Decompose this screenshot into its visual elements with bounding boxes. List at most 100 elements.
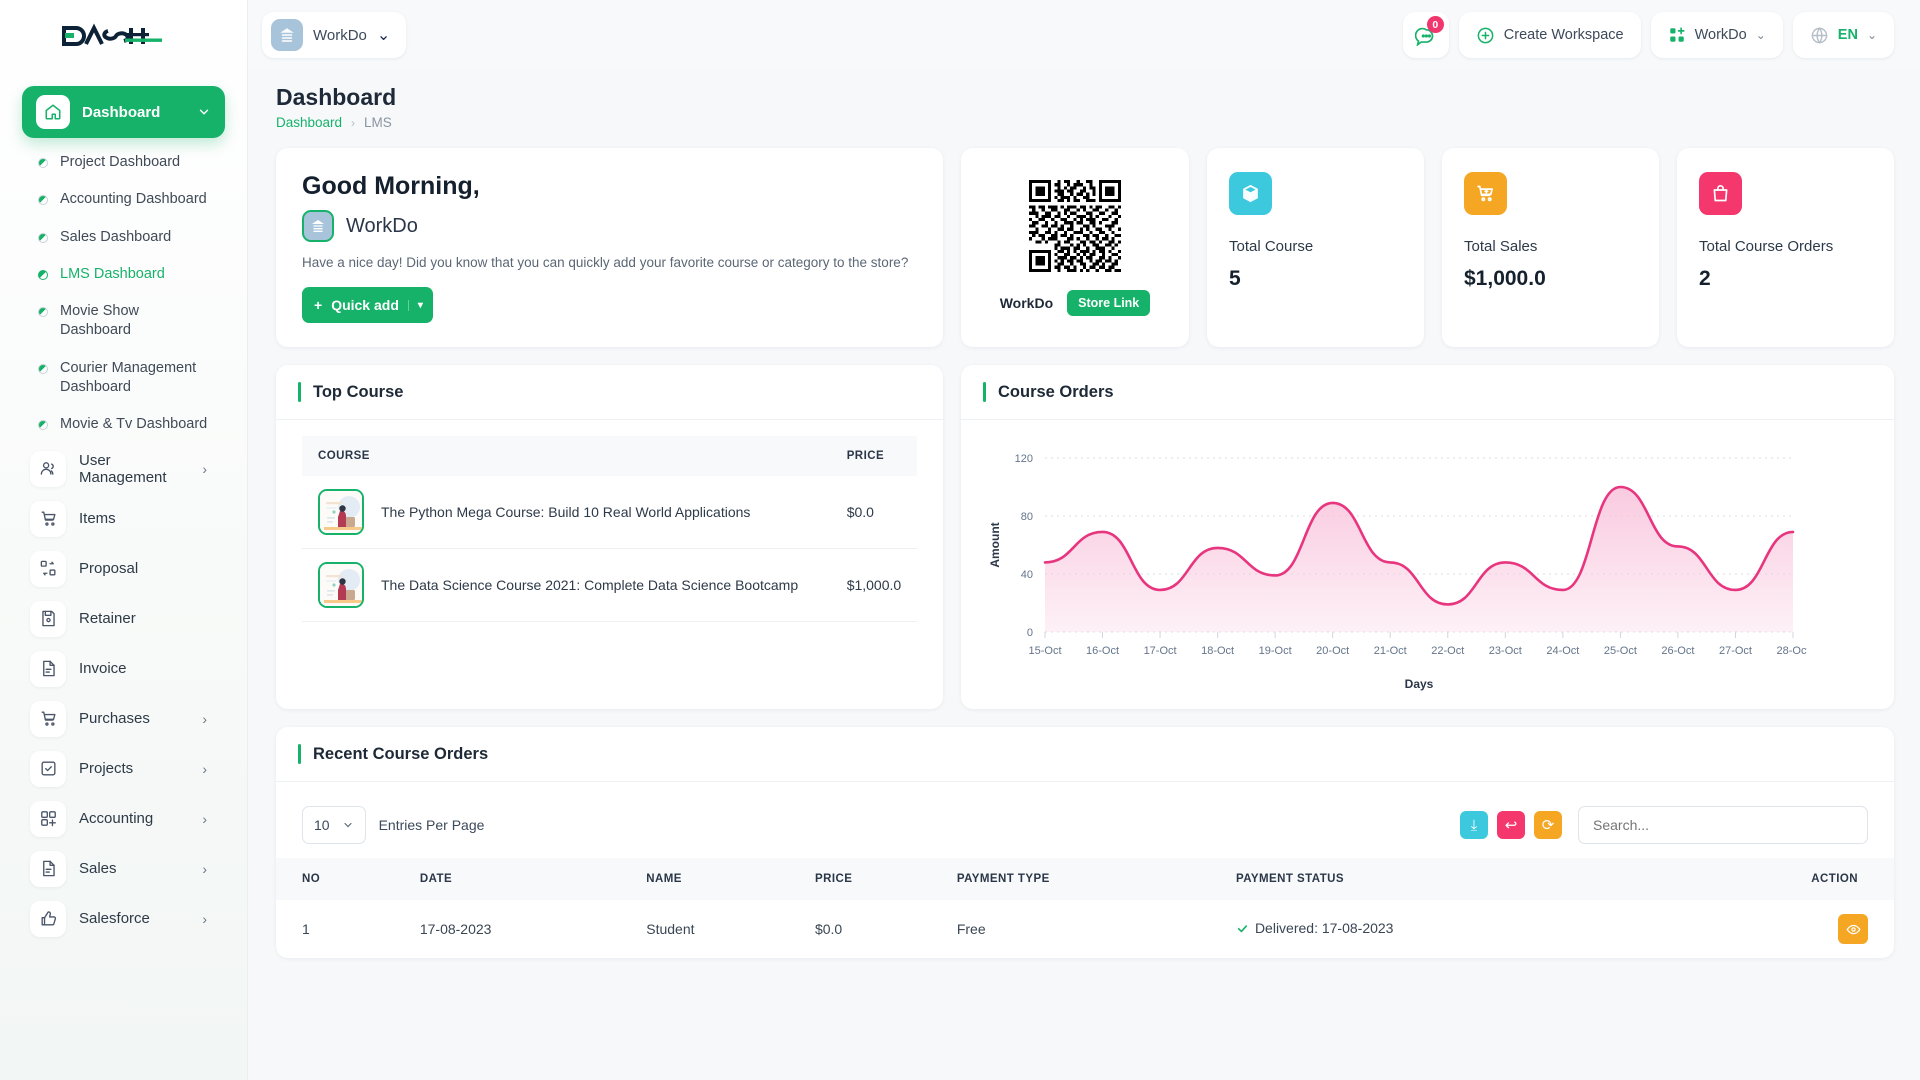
top-course-table: COURSE PRICE The Python Mega Course: Buil…: [302, 436, 917, 622]
sidebar-item-invoice[interactable]: Invoice: [22, 644, 225, 694]
table-row[interactable]: 1 17-08-2023 Student $0.0 Free Delivered…: [276, 900, 1894, 958]
sidebar-subitem-label: Movie Show Dashboard: [60, 303, 139, 339]
bullet-icon: [38, 195, 48, 206]
qr-card: WorkDo Store Link: [961, 148, 1189, 347]
sidebar-subitem-label: Movie & Tv Dashboard: [60, 416, 208, 433]
cart-icon: [30, 700, 66, 737]
welcome-description: Have a nice day! Did you know that you c…: [302, 255, 909, 270]
create-workspace-button[interactable]: Create Workspace: [1458, 12, 1641, 58]
svg-text:27-Oct: 27-Oct: [1719, 645, 1752, 657]
svg-text:18-Oct: 18-Oct: [1201, 645, 1234, 657]
sidebar-item-retainer[interactable]: Retainer: [22, 594, 225, 644]
svg-text:40: 40: [1021, 569, 1033, 581]
breadcrumb-root[interactable]: Dashboard: [276, 115, 343, 130]
search-input[interactable]: [1578, 806, 1868, 844]
entries-per-page-select[interactable]: 10: [302, 806, 366, 844]
cell-price: $0.0: [814, 921, 843, 937]
svg-text:Days: Days: [1405, 677, 1434, 691]
check-icon: [1237, 925, 1248, 933]
table-row[interactable]: The Python Mega Course: Build 10 Real Wo…: [302, 476, 917, 549]
bullet-icon: [38, 307, 48, 318]
sidebar-subitem-movie-show-dashboard[interactable]: Movie Show Dashboard: [22, 293, 225, 350]
svg-text:120: 120: [1015, 453, 1033, 465]
download-button[interactable]: ⤓: [1460, 811, 1488, 839]
cart-plus-icon: [1464, 172, 1507, 215]
sidebar-subitem-courier-management-dashboard[interactable]: Courier Management Dashboard: [22, 350, 225, 407]
cell-name: Student: [646, 921, 695, 937]
messages-button[interactable]: 0: [1402, 12, 1449, 58]
chevron-right-icon: ›: [202, 460, 207, 477]
top-course-title: Top Course: [313, 382, 404, 401]
cell-no: 1: [302, 921, 310, 937]
sidebar-item-projects[interactable]: Projects ›: [22, 744, 225, 794]
refresh-button[interactable]: ⟳: [1534, 811, 1562, 839]
language-select[interactable]: EN ⌄: [1792, 12, 1894, 58]
sidebar: Dashboard Project Dashboard Accounting D…: [0, 0, 248, 1080]
language-label: EN: [1837, 27, 1858, 43]
sidebar-subitem-sales-dashboard[interactable]: Sales Dashboard: [22, 219, 225, 256]
sidebar-item-label: Projects: [79, 760, 134, 778]
table-body: The Python Mega Course: Build 10 Real Wo…: [302, 476, 917, 622]
store-link-button[interactable]: Store Link: [1067, 290, 1151, 316]
recent-orders-table: NO DATE NAME PRICE PAYMENT TYPE PAYMENT STATU…: [276, 858, 1894, 958]
reset-button[interactable]: ↩: [1497, 811, 1525, 839]
sidebar-item-purchases[interactable]: Purchases ›: [22, 694, 225, 744]
sidebar-item-label: Salesforce: [79, 910, 150, 928]
sidebar-subitem-movie-tv-dashboard[interactable]: Movie & Tv Dashboard: [22, 406, 225, 443]
sidebar-item-dashboard[interactable]: Dashboard: [22, 86, 225, 138]
course-orders-title: Course Orders: [998, 382, 1114, 401]
course-thumbnail: [318, 562, 364, 608]
column-header: PAYMENT STATUS: [1225, 858, 1665, 900]
course-orders-chart[interactable]: 0 40 80 120 15-Oct 16-Oct 17-Oct 18-Oct 19-Oct 20…: [977, 442, 1810, 694]
stat-title: Total Course Orders: [1699, 238, 1834, 255]
sidebar-item-label: Invoice: [79, 660, 127, 678]
qr-code-image: [1029, 180, 1121, 272]
sidebar-item-salesforce[interactable]: Salesforce ›: [22, 894, 225, 944]
avatar: [302, 210, 334, 242]
cell-payment-status: Delivered: 17-08-2023: [1226, 900, 1665, 958]
top-course-header: Top Course: [276, 365, 943, 420]
sidebar-subitem-accounting-dashboard[interactable]: Accounting Dashboard: [22, 181, 225, 218]
table-row[interactable]: The Data Science Course 2021: Complete D…: [302, 548, 917, 622]
workspace-select[interactable]: WorkDo ⌄: [1650, 12, 1783, 58]
home-icon: [36, 95, 70, 129]
stat-card-total-course-orders: Total Course Orders 2: [1677, 148, 1894, 347]
cell-action: [1665, 900, 1894, 958]
table-header-row: NO DATE NAME PRICE PAYMENT TYPE PAYMENT STATU…: [276, 858, 1894, 900]
sidebar-nav: Dashboard Project Dashboard Accounting D…: [0, 72, 247, 944]
view-action-button[interactable]: [1838, 914, 1868, 944]
course-orders-panel: Course Orders 0 40 80 120 15-Oct 16-Oct 17-Oct…: [961, 365, 1894, 709]
workspace-switcher[interactable]: WorkDo ⌄: [262, 12, 407, 58]
grid-plus-icon: [30, 800, 66, 837]
sidebar-subitem-project-dashboard[interactable]: Project Dashboard: [22, 144, 225, 181]
top-bar: WorkDo ⌄ 0 Create Workspace: [248, 0, 1920, 70]
course-thumbnail: [318, 489, 364, 535]
chevron-right-icon: ›: [202, 760, 207, 777]
sidebar-item-label: Proposal: [79, 560, 139, 578]
stat-value: 2: [1699, 267, 1711, 290]
bullet-icon: [38, 158, 48, 168]
analysis-row: Top Course COURSE PRICE The Python Mega C…: [276, 365, 1894, 709]
sidebar-subitem-lms-dashboard[interactable]: LMS Dashboard: [22, 256, 225, 293]
svg-text:25-Oct: 25-Oct: [1604, 645, 1637, 657]
svg-text:26-Oct: 26-Oct: [1661, 645, 1694, 657]
sidebar-item-accounting[interactable]: Accounting ›: [22, 794, 225, 844]
chevron-right-icon: ›: [202, 860, 207, 877]
users-icon: [30, 450, 66, 487]
sidebar-item-sales[interactable]: Sales ›: [22, 844, 225, 894]
quick-add-button[interactable]: + Quick add ▾: [302, 287, 433, 323]
entries-value: 10: [314, 817, 330, 833]
plus-circle-icon: [1477, 27, 1494, 43]
sidebar-item-proposal[interactable]: Proposal: [22, 544, 225, 594]
welcome-card: Good Morning, WorkDo Have a nice day! Di…: [276, 148, 943, 347]
chevron-down-icon: ⌄: [376, 27, 391, 44]
svg-text:0: 0: [1027, 627, 1033, 639]
sidebar-item-items[interactable]: Items: [22, 494, 225, 544]
grid-plus-icon: [1669, 27, 1685, 42]
app-logo[interactable]: [0, 0, 247, 72]
course-cell: The Data Science Course 2021: Complete D…: [302, 548, 835, 622]
svg-text:Amount: Amount: [988, 522, 1002, 567]
reset-icon: ↩: [1504, 816, 1518, 834]
sidebar-item-user-management[interactable]: User Management ›: [22, 444, 225, 494]
stat-title: Total Course: [1229, 238, 1314, 255]
